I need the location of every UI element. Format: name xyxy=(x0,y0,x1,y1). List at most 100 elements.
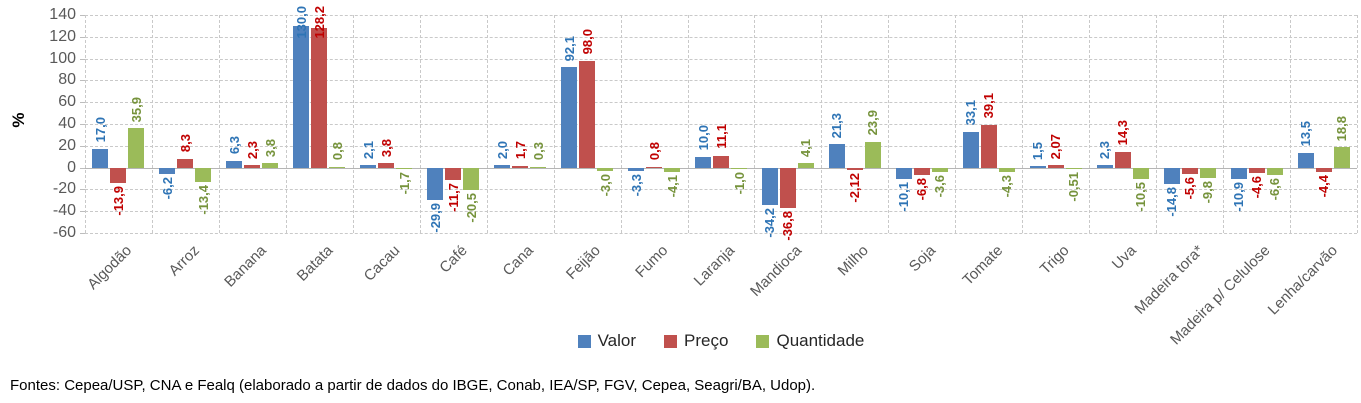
data-label-quantidade-5: -20,5 xyxy=(463,192,479,223)
data-label-preço-4: 3,8 xyxy=(378,139,394,158)
data-label-preço-14: 2,07 xyxy=(1048,133,1064,160)
data-label-preço-1: 8,3 xyxy=(177,134,193,153)
data-label-valor-17: -10,9 xyxy=(1231,182,1247,213)
x-category-label-10: Mandioca xyxy=(746,242,805,301)
data-label-preço-12: -6,8 xyxy=(914,178,930,201)
bar-preço-8 xyxy=(646,166,663,168)
bar-preço-18 xyxy=(1315,167,1332,173)
data-label-valor-15: 2,3 xyxy=(1097,140,1113,159)
legend-swatch-icon xyxy=(577,334,591,348)
gridline-vertical xyxy=(1022,15,1024,233)
data-label-quantidade-11: 23,9 xyxy=(865,109,881,136)
gridline-vertical xyxy=(419,15,421,233)
x-category-label-15: Uva xyxy=(1108,242,1140,273)
y-tick-label: 0 xyxy=(67,158,76,176)
data-label-preço-3: 128,2 xyxy=(311,6,327,39)
y-tick-label: -20 xyxy=(52,180,76,198)
data-label-preço-8: 0,8 xyxy=(646,142,662,161)
gridline-vertical xyxy=(85,15,86,233)
data-label-preço-5: -11,7 xyxy=(445,183,461,213)
legend-swatch-icon xyxy=(664,334,678,348)
data-label-valor-3: 130,0 xyxy=(293,6,309,39)
data-label-valor-8: -3,3 xyxy=(628,174,644,197)
gridline-vertical xyxy=(1089,15,1091,233)
x-category-label-18: Lenha/carvão xyxy=(1264,242,1341,319)
x-category-label-2: Banana xyxy=(220,242,270,291)
y-tick-label: 20 xyxy=(58,136,76,154)
bar-preço-10 xyxy=(779,167,796,208)
gridline-vertical xyxy=(620,15,622,233)
data-label-preço-10: -36,8 xyxy=(780,210,796,241)
data-label-valor-13: 33,1 xyxy=(963,99,979,126)
data-label-valor-2: 6,3 xyxy=(226,136,242,155)
bar-valor-0 xyxy=(92,149,109,168)
data-label-quantidade-18: 18,8 xyxy=(1334,115,1350,141)
bar-valor-1 xyxy=(159,167,176,175)
gridline-horizontal xyxy=(85,15,1357,16)
y-tick-label: 100 xyxy=(49,49,76,67)
legend: Valor Preço Quantidade xyxy=(85,331,1357,351)
plot-area: 17,0 -6,2 6,3 130,0 2,1 -29,9 2,0 92,1 -3,3 10,0 -… xyxy=(85,6,1358,240)
data-label-valor-6: 2,0 xyxy=(494,141,510,160)
y-tick-mark xyxy=(80,124,85,125)
gridline-vertical xyxy=(754,15,756,233)
gridline-horizontal xyxy=(85,167,1357,169)
gridline-vertical xyxy=(821,15,823,233)
y-tick-mark xyxy=(80,80,85,82)
bar-preço-0 xyxy=(110,167,127,183)
data-label-preço-17: -4,6 xyxy=(1249,175,1265,199)
gridline-vertical xyxy=(486,15,488,233)
gridline-vertical xyxy=(151,15,153,233)
gridline-vertical xyxy=(888,15,890,233)
bar-valor-2 xyxy=(226,160,243,168)
y-tick-mark xyxy=(80,102,85,104)
bar-quantidade-17 xyxy=(1266,167,1283,175)
bar-quantidade-11 xyxy=(864,141,881,168)
gridline-horizontal xyxy=(85,58,1357,60)
bar-valor-4 xyxy=(360,165,377,168)
data-label-preço-6: 1,7 xyxy=(512,141,528,160)
bar-valor-18 xyxy=(1297,152,1314,168)
data-label-quantidade-1: -13,4 xyxy=(195,185,211,215)
gridline-vertical xyxy=(1223,15,1225,233)
gridline-horizontal xyxy=(85,189,1357,191)
gridline-vertical xyxy=(1156,15,1158,233)
x-category-label-11: Milho xyxy=(834,242,872,280)
bar-preço-7 xyxy=(579,60,596,168)
bar-quantidade-4 xyxy=(396,167,413,170)
data-label-quantidade-14: -0,51 xyxy=(1066,171,1082,202)
bar-quantidade-14 xyxy=(1065,167,1082,169)
data-label-preço-18: -4,4 xyxy=(1316,175,1332,198)
bar-preço-9 xyxy=(713,155,729,168)
bar-preço-1 xyxy=(177,158,194,168)
data-label-quantidade-17: -6,6 xyxy=(1267,177,1283,201)
data-label-valor-11: 21,3 xyxy=(829,112,845,139)
bar-preço-13 xyxy=(980,124,997,168)
data-label-valor-0: 17,0 xyxy=(92,117,108,143)
y-tick-mark xyxy=(80,145,85,147)
y-axis-title: % xyxy=(9,112,28,128)
gridline-vertical xyxy=(285,15,287,233)
data-label-quantidade-7: -3,0 xyxy=(597,173,613,197)
data-label-quantidade-6: 0,3 xyxy=(530,142,546,161)
bar-quantidade-3 xyxy=(329,166,346,168)
bar-preço-17 xyxy=(1248,167,1265,173)
bar-valor-8 xyxy=(628,167,645,172)
legend-item-valor: Valor xyxy=(577,331,636,351)
data-label-valor-16: -14,8 xyxy=(1164,186,1180,217)
bar-quantidade-6 xyxy=(530,166,547,168)
y-tick-label: 40 xyxy=(58,115,76,132)
y-tick-mark xyxy=(80,167,85,169)
gridline-horizontal xyxy=(85,102,1357,104)
gridline-horizontal xyxy=(85,124,1357,125)
x-category-label-1: Arroz xyxy=(165,242,203,280)
bar-quantidade-1 xyxy=(195,167,212,183)
y-tick-label: 140 xyxy=(49,6,76,23)
data-label-valor-5: -29,9 xyxy=(427,203,443,233)
gridline-horizontal xyxy=(85,80,1357,82)
x-category-label-5: Café xyxy=(435,242,471,277)
gridline-vertical xyxy=(1290,15,1292,233)
data-label-quantidade-10: 4,1 xyxy=(798,138,814,157)
data-label-quantidade-15: -10,5 xyxy=(1133,182,1149,212)
bar-preço-14 xyxy=(1047,165,1064,168)
